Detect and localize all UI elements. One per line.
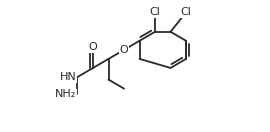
Text: Cl: Cl xyxy=(150,7,160,17)
Text: O: O xyxy=(89,42,97,52)
Text: O: O xyxy=(120,45,129,55)
Text: HN: HN xyxy=(59,72,76,82)
Text: Cl: Cl xyxy=(181,7,191,17)
Text: NH₂: NH₂ xyxy=(55,89,76,99)
